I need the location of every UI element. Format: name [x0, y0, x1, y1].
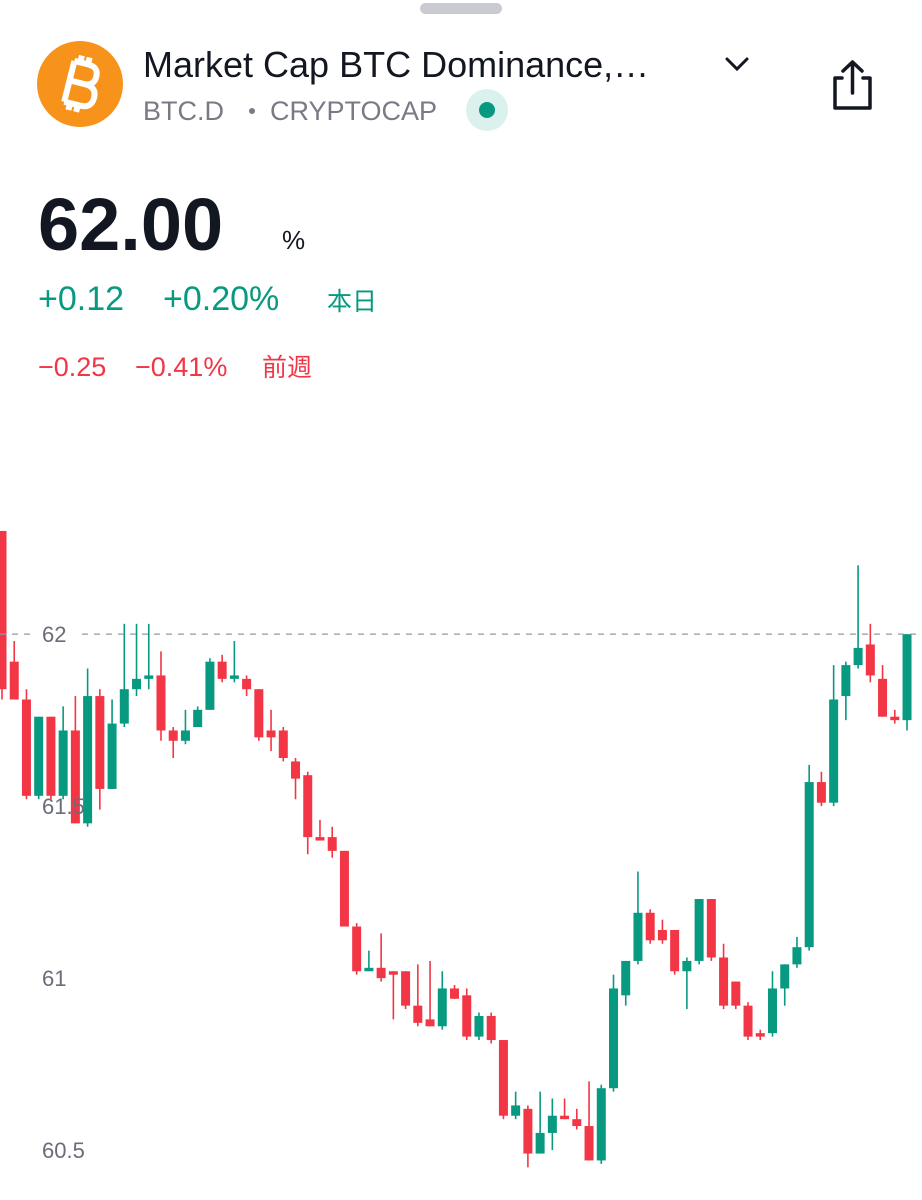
candle-body: [719, 957, 729, 1006]
candle-body: [902, 634, 912, 721]
candle-body: [278, 730, 288, 758]
title-chevron[interactable]: [725, 57, 749, 72]
candle-body: [486, 1015, 496, 1041]
candle-body: [119, 689, 129, 724]
candle-body: [0, 530, 7, 690]
candle-body: [34, 716, 44, 796]
candle-body: [315, 837, 325, 841]
candle-body: [376, 967, 386, 979]
candle-body: [144, 675, 154, 679]
price-unit: %: [282, 225, 305, 255]
candle-body: [865, 644, 875, 676]
candle-body: [498, 1040, 508, 1116]
candle-body: [217, 661, 227, 679]
y-tick-label: 61: [42, 966, 66, 991]
candle-body: [70, 730, 80, 824]
day-percent: +0.20%: [163, 280, 279, 318]
candle-body: [462, 995, 472, 1037]
candle-body: [303, 775, 313, 838]
symbol-ticker: BTC.D: [143, 96, 224, 126]
candle-body: [291, 761, 301, 779]
candle-body: [95, 696, 105, 789]
candle-body: [816, 782, 826, 803]
week-label: 前週: [262, 354, 312, 382]
candle-body: [21, 699, 31, 796]
candle-body: [755, 1033, 765, 1037]
candle-body: [804, 782, 814, 948]
candle-body: [107, 723, 117, 789]
candle-body: [388, 971, 398, 975]
week-change: −0.25: [38, 352, 106, 382]
candle-body: [266, 730, 276, 738]
exchange-name: CRYPTOCAP: [270, 96, 437, 126]
candle-body: [682, 960, 692, 972]
candle-body: [645, 912, 655, 941]
separator-dot: [249, 108, 255, 114]
candle-body: [853, 647, 863, 666]
candle-body: [58, 730, 68, 796]
share-button[interactable]: [833, 60, 872, 110]
candle-body: [584, 1126, 594, 1161]
candle-body: [731, 981, 741, 1006]
candle-body: [193, 709, 203, 728]
candle-body: [254, 689, 264, 738]
candle-body: [511, 1105, 521, 1116]
week-percent: −0.41%: [135, 352, 227, 382]
y-tick-label: 62: [42, 622, 66, 647]
candle-body: [401, 971, 411, 1006]
candle-body: [609, 988, 618, 1089]
drag-handle[interactable]: [420, 3, 502, 14]
candle-body: [560, 1115, 570, 1120]
candle-body: [9, 661, 19, 700]
candle-body: [547, 1115, 557, 1133]
candle-body: [878, 678, 888, 717]
candle-body: [83, 696, 93, 824]
day-label: 本日: [327, 288, 377, 316]
candle-body: [792, 947, 802, 965]
candle-body: [523, 1108, 533, 1154]
candle-body: [572, 1119, 582, 1127]
candle-body: [413, 1005, 423, 1023]
candle-body: [780, 964, 790, 989]
candle-body: [450, 988, 460, 999]
candle-body: [242, 678, 252, 690]
symbol-title[interactable]: Market Cap BTC Dominance,…: [143, 44, 649, 85]
coin-glyph: [61, 54, 100, 113]
candle-body: [474, 1015, 484, 1037]
price: 62.00: [38, 183, 223, 266]
candle-body: [670, 929, 680, 972]
candle-body: [46, 716, 56, 796]
candle-body: [352, 926, 362, 972]
candle-body: [829, 699, 839, 803]
market-status: [479, 102, 495, 118]
candle-body: [633, 912, 643, 961]
candle-body: [327, 837, 337, 851]
candle-body: [706, 899, 716, 958]
candle-body: [205, 661, 215, 710]
candle-body: [767, 988, 777, 1034]
candle-body: [437, 988, 447, 1027]
candle-body: [743, 1005, 753, 1037]
candle-body: [890, 716, 900, 721]
candle-body: [168, 730, 178, 741]
coin-icon: [37, 41, 123, 127]
candle-body: [229, 675, 239, 679]
candle-body: [180, 730, 190, 741]
candle-body: [425, 1019, 435, 1027]
candle-body: [364, 967, 374, 972]
candle-body: [535, 1132, 545, 1154]
candle-body: [657, 929, 667, 941]
day-change: +0.12: [38, 280, 124, 318]
candle-body: [132, 678, 142, 690]
candle-body: [596, 1088, 606, 1161]
candle-body: [339, 850, 349, 927]
y-tick-label: 61.5: [42, 794, 85, 819]
candlestick-chart[interactable]: 62 61.5 61 60.5: [0, 530, 922, 1168]
candle-body: [156, 675, 166, 731]
y-tick-label: 60.5: [42, 1138, 85, 1163]
candle-body: [621, 960, 631, 996]
candle-body: [694, 899, 704, 961]
candle-body: [841, 665, 851, 697]
